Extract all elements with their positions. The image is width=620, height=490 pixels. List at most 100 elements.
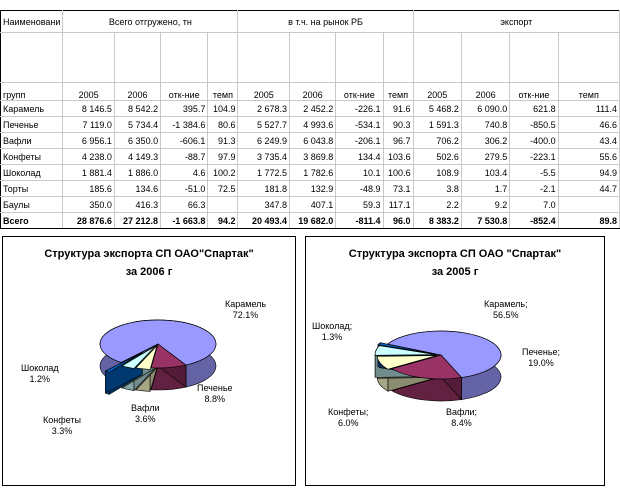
empty-cell[interactable] bbox=[113, 32, 162, 83]
data-cell[interactable] bbox=[207, 196, 239, 213]
data-cell[interactable]: 4 149.3 bbox=[113, 148, 162, 165]
data-cell[interactable]: 1 591.3 bbox=[412, 116, 462, 133]
row-name-cell[interactable]: Вафли bbox=[0, 132, 64, 149]
header-col-cell[interactable]: темп bbox=[207, 82, 239, 101]
data-cell[interactable]: -88.7 bbox=[160, 148, 209, 165]
data-cell[interactable] bbox=[557, 196, 620, 213]
data-cell[interactable]: 395.7 bbox=[160, 100, 209, 117]
header-col-cell[interactable]: 2006 bbox=[113, 82, 162, 101]
data-cell[interactable]: 89.8 bbox=[557, 212, 620, 229]
data-cell[interactable]: 7 119.0 bbox=[62, 116, 115, 133]
data-cell[interactable]: -1 384.6 bbox=[160, 116, 209, 133]
data-cell[interactable]: 347.8 bbox=[237, 196, 291, 213]
data-cell[interactable]: 103.4 bbox=[460, 164, 511, 181]
data-cell[interactable]: 279.5 bbox=[460, 148, 511, 165]
data-cell[interactable]: 108.9 bbox=[412, 164, 462, 181]
data-cell[interactable]: 94.2 bbox=[207, 212, 239, 229]
header-total-shipped[interactable]: Всего отгружено, тн bbox=[62, 10, 239, 33]
data-cell[interactable]: 111.4 bbox=[557, 100, 620, 117]
data-cell[interactable]: 4 238.0 bbox=[62, 148, 115, 165]
data-cell[interactable]: 1.7 bbox=[460, 180, 511, 197]
data-cell[interactable]: -400.0 bbox=[509, 132, 559, 149]
data-cell[interactable]: 134.6 bbox=[113, 180, 162, 197]
chart-export-2006[interactable]: Структура экспорта СП ОАО"Спартак" за 20… bbox=[2, 236, 296, 486]
data-cell[interactable]: 20 493.4 bbox=[237, 212, 291, 229]
header-groups-cell[interactable]: групп bbox=[0, 82, 64, 101]
data-cell[interactable]: -811.4 bbox=[335, 212, 384, 229]
data-cell[interactable]: 55.6 bbox=[557, 148, 620, 165]
data-cell[interactable]: 91.3 bbox=[207, 132, 239, 149]
empty-cell[interactable] bbox=[335, 32, 384, 83]
chart-export-2005[interactable]: Структура экспорта СП ОАО "Спартак" за 2… bbox=[305, 236, 605, 486]
data-cell[interactable]: 3 735.4 bbox=[237, 148, 291, 165]
data-cell[interactable]: 350.0 bbox=[62, 196, 115, 213]
data-cell[interactable]: 94.9 bbox=[557, 164, 620, 181]
row-name-cell[interactable]: Шоколад bbox=[0, 164, 64, 181]
data-cell[interactable]: 8 542.2 bbox=[113, 100, 162, 117]
data-cell[interactable]: 19 682.0 bbox=[289, 212, 337, 229]
row-name-cell[interactable]: Карамель bbox=[0, 100, 64, 117]
data-cell[interactable]: 2 452.2 bbox=[289, 100, 337, 117]
data-cell[interactable]: 117.1 bbox=[382, 196, 414, 213]
empty-cell[interactable] bbox=[62, 32, 115, 83]
data-cell[interactable]: -852.4 bbox=[509, 212, 559, 229]
empty-cell[interactable] bbox=[289, 32, 337, 83]
data-cell[interactable]: 72.5 bbox=[207, 180, 239, 197]
data-cell[interactable]: -850.5 bbox=[509, 116, 559, 133]
row-name-cell[interactable]: Печенье bbox=[0, 116, 64, 133]
header-col-cell[interactable]: 2005 bbox=[237, 82, 291, 101]
data-cell[interactable]: 6 350.0 bbox=[113, 132, 162, 149]
data-cell[interactable]: 1 881.4 bbox=[62, 164, 115, 181]
data-cell[interactable]: 1 782.6 bbox=[289, 164, 337, 181]
data-cell[interactable]: 6 043.8 bbox=[289, 132, 337, 149]
data-cell[interactable]: 6 956.1 bbox=[62, 132, 115, 149]
data-cell[interactable]: 407.1 bbox=[289, 196, 337, 213]
data-cell[interactable]: 46.6 bbox=[557, 116, 620, 133]
row-name-cell[interactable]: Всего bbox=[0, 212, 64, 229]
data-cell[interactable]: -223.1 bbox=[509, 148, 559, 165]
empty-cell[interactable] bbox=[0, 32, 64, 83]
data-cell[interactable]: 97.9 bbox=[207, 148, 239, 165]
header-col-cell[interactable]: 2006 bbox=[460, 82, 511, 101]
data-cell[interactable]: 4 993.6 bbox=[289, 116, 337, 133]
header-col-cell[interactable]: темп bbox=[382, 82, 414, 101]
header-col-cell[interactable]: 2005 bbox=[412, 82, 462, 101]
data-cell[interactable]: 4.6 bbox=[160, 164, 209, 181]
data-cell[interactable]: 181.8 bbox=[237, 180, 291, 197]
data-cell[interactable]: 5 734.4 bbox=[113, 116, 162, 133]
data-cell[interactable]: 10.1 bbox=[335, 164, 384, 181]
data-cell[interactable]: 185.6 bbox=[62, 180, 115, 197]
empty-cell[interactable] bbox=[237, 32, 291, 83]
data-cell[interactable]: 8 383.2 bbox=[412, 212, 462, 229]
empty-cell[interactable] bbox=[509, 32, 559, 83]
data-cell[interactable]: 44.7 bbox=[557, 180, 620, 197]
header-col-cell[interactable]: 2005 bbox=[62, 82, 115, 101]
empty-cell[interactable] bbox=[460, 32, 511, 83]
empty-cell[interactable] bbox=[382, 32, 414, 83]
data-cell[interactable]: 502.6 bbox=[412, 148, 462, 165]
data-cell[interactable]: 96.7 bbox=[382, 132, 414, 149]
data-cell[interactable]: 28 876.6 bbox=[62, 212, 115, 229]
data-cell[interactable]: 103.6 bbox=[382, 148, 414, 165]
data-cell[interactable]: 7.0 bbox=[509, 196, 559, 213]
data-cell[interactable]: -534.1 bbox=[335, 116, 384, 133]
data-cell[interactable]: 3.8 bbox=[412, 180, 462, 197]
data-cell[interactable]: 9.2 bbox=[460, 196, 511, 213]
header-col-cell[interactable]: темп bbox=[557, 82, 620, 101]
data-cell[interactable]: -51.0 bbox=[160, 180, 209, 197]
data-cell[interactable]: 3 869.8 bbox=[289, 148, 337, 165]
row-name-cell[interactable]: Торты bbox=[0, 180, 64, 197]
data-cell[interactable]: -1 663.8 bbox=[160, 212, 209, 229]
data-cell[interactable]: 100.6 bbox=[382, 164, 414, 181]
data-cell[interactable]: 80.6 bbox=[207, 116, 239, 133]
data-cell[interactable]: 7 530.8 bbox=[460, 212, 511, 229]
data-cell[interactable]: 90.3 bbox=[382, 116, 414, 133]
data-cell[interactable]: -48.9 bbox=[335, 180, 384, 197]
data-cell[interactable]: 306.2 bbox=[460, 132, 511, 149]
empty-cell[interactable] bbox=[160, 32, 209, 83]
data-cell[interactable]: 27 212.8 bbox=[113, 212, 162, 229]
data-cell[interactable]: 6 090.0 bbox=[460, 100, 511, 117]
data-cell[interactable]: 132.9 bbox=[289, 180, 337, 197]
data-cell[interactable]: 706.2 bbox=[412, 132, 462, 149]
header-export[interactable]: экспорт bbox=[412, 10, 620, 33]
